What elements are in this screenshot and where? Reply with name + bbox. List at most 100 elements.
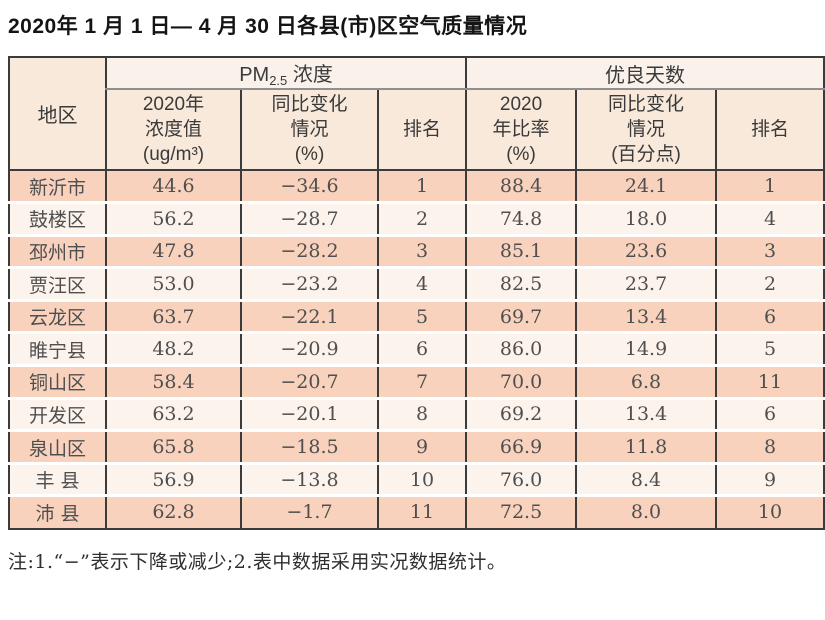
table-body: 新沂市 44.6 −34.6 1 88.4 24.1 1 鼓楼区 56.2 −28.7 2 74.8 1… — [8, 170, 825, 529]
column-header-good-rate: 2020 年比率 (%) — [465, 89, 577, 171]
cell-region: 丰 县 — [8, 461, 106, 496]
cell-good-rank: 9 — [715, 461, 825, 496]
cell-region: 铜山区 — [8, 364, 106, 399]
cell-good-rank: 3 — [715, 233, 825, 268]
column-header-good-change: 同比变化 情况 (百分点) — [575, 89, 717, 171]
column-header-region: 地区 — [8, 57, 106, 171]
cell-pm-change: −20.9 — [240, 331, 378, 366]
cell-region: 云龙区 — [8, 298, 106, 333]
cell-pm-rank: 11 — [376, 494, 467, 529]
column-group-pm25: PM2.5 浓度 — [104, 57, 467, 90]
table-header: 地区 PM2.5 浓度 优良天数 2020年 浓度值 (ug/m³) 同比变化 … — [8, 57, 825, 171]
pm25-label-rest: 浓度 — [287, 64, 333, 86]
cell-good-rate: 86.0 — [465, 331, 577, 366]
cell-pm-value: 44.6 — [105, 170, 241, 203]
cell-good-change: 18.0 — [575, 201, 717, 236]
cell-good-rate: 66.9 — [465, 429, 577, 464]
cell-pm-value: 65.8 — [105, 429, 241, 464]
cell-pm-change: −23.2 — [240, 266, 378, 301]
cell-good-change: 8.0 — [575, 494, 717, 529]
cell-good-rate: 74.8 — [465, 201, 577, 236]
cell-region: 开发区 — [8, 396, 106, 431]
cell-region: 贾汪区 — [8, 266, 106, 301]
cell-pm-rank: 1 — [376, 170, 467, 203]
table-row: 睢宁县 48.2 −20.9 6 86.0 14.9 5 — [8, 331, 825, 366]
table-row: 鼓楼区 56.2 −28.7 2 74.8 18.0 4 — [8, 201, 825, 236]
cell-pm-value: 47.8 — [105, 233, 241, 268]
cell-pm-change: −28.7 — [240, 201, 378, 236]
cell-pm-value: 62.8 — [105, 494, 241, 529]
cell-pm-change: −13.8 — [240, 461, 378, 496]
cell-pm-change: −22.1 — [240, 298, 378, 333]
column-group-good-days: 优良天数 — [465, 57, 825, 90]
cell-pm-change: −34.6 — [240, 170, 378, 203]
cell-good-change: 23.7 — [575, 266, 717, 301]
cell-pm-value: 48.2 — [105, 331, 241, 366]
table-row: 开发区 63.2 −20.1 8 69.2 13.4 6 — [8, 396, 825, 431]
table-row: 泉山区 65.8 −18.5 9 66.9 11.8 8 — [8, 429, 825, 464]
cell-good-rate: 69.2 — [465, 396, 577, 431]
cell-region: 睢宁县 — [8, 331, 106, 366]
cell-good-rate: 70.0 — [465, 364, 577, 399]
cell-pm-rank: 8 — [376, 396, 467, 431]
air-quality-table: 地区 PM2.5 浓度 优良天数 2020年 浓度值 (ug/m³) 同比变化 … — [8, 56, 825, 530]
cell-good-rank: 6 — [715, 396, 825, 431]
cell-pm-rank: 2 — [376, 201, 467, 236]
table-row: 铜山区 58.4 −20.7 7 70.0 6.8 11 — [8, 364, 825, 399]
cell-good-change: 13.4 — [575, 396, 717, 431]
cell-good-rank: 10 — [715, 494, 825, 529]
table-row: 新沂市 44.6 −34.6 1 88.4 24.1 1 — [8, 170, 825, 203]
cell-region: 沛 县 — [8, 494, 106, 529]
cell-good-rank: 1 — [715, 170, 825, 203]
cell-pm-value: 63.2 — [105, 396, 241, 431]
cell-region: 新沂市 — [8, 170, 106, 203]
cell-pm-value: 56.2 — [105, 201, 241, 236]
table-row: 云龙区 63.7 −22.1 5 69.7 13.4 6 — [8, 298, 825, 333]
cell-good-rank: 6 — [715, 298, 825, 333]
header-sub-row: 2020年 浓度值 (ug/m³) 同比变化 情况 (%) 排名 2020 年比… — [9, 89, 825, 171]
cell-pm-rank: 6 — [376, 331, 467, 366]
header-group-row: 地区 PM2.5 浓度 优良天数 — [8, 57, 825, 171]
table-row: 沛 县 62.8 −1.7 11 72.5 8.0 10 — [8, 494, 825, 529]
cell-good-change: 24.1 — [575, 170, 717, 203]
cell-good-rank: 4 — [715, 201, 825, 236]
cell-good-rate: 82.5 — [465, 266, 577, 301]
cell-pm-change: −1.7 — [240, 494, 378, 529]
cell-good-rank: 8 — [715, 429, 825, 464]
cell-pm-rank: 3 — [376, 233, 467, 268]
table-row: 贾汪区 53.0 −23.2 4 82.5 23.7 2 — [8, 266, 825, 301]
cell-pm-value: 58.4 — [105, 364, 241, 399]
cell-pm-rank: 9 — [376, 429, 467, 464]
cell-pm-rank: 4 — [376, 266, 467, 301]
cell-pm-rank: 5 — [376, 298, 467, 333]
cell-good-change: 23.6 — [575, 233, 717, 268]
page-title: 2020年 1 月 1 日— 4 月 30 日各县(市)区空气质量情况 — [8, 15, 528, 38]
pm25-label-subscript: 2.5 — [269, 73, 288, 88]
pm25-label-base: PM — [239, 64, 270, 86]
cell-good-change: 11.8 — [575, 429, 717, 464]
table-row: 邳州市 47.8 −28.2 3 85.1 23.6 3 — [8, 233, 825, 268]
column-header-pm-value: 2020年 浓度值 (ug/m³) — [105, 89, 241, 171]
cell-pm-change: −28.2 — [240, 233, 378, 268]
cell-good-rate: 72.5 — [465, 494, 577, 529]
cell-good-change: 8.4 — [575, 461, 717, 496]
cell-region: 鼓楼区 — [8, 201, 106, 236]
footnote: 注:1.“−”表示下降或减少;2.表中数据采用实况数据统计。 — [8, 550, 507, 573]
cell-region: 邳州市 — [8, 233, 106, 268]
cell-pm-value: 53.0 — [105, 266, 241, 301]
cell-pm-value: 56.9 — [105, 461, 241, 496]
column-header-good-rank: 排名 — [715, 89, 825, 171]
cell-good-rank: 11 — [715, 364, 825, 399]
cell-good-rate: 85.1 — [465, 233, 577, 268]
cell-good-change: 13.4 — [575, 298, 717, 333]
cell-pm-change: −20.1 — [240, 396, 378, 431]
cell-pm-rank: 10 — [376, 461, 467, 496]
cell-good-rank: 2 — [715, 266, 825, 301]
cell-region: 泉山区 — [8, 429, 106, 464]
cell-good-rate: 76.0 — [465, 461, 577, 496]
cell-good-change: 6.8 — [575, 364, 717, 399]
cell-pm-rank: 7 — [376, 364, 467, 399]
cell-pm-value: 63.7 — [105, 298, 241, 333]
cell-pm-change: −20.7 — [240, 364, 378, 399]
cell-good-rate: 69.7 — [465, 298, 577, 333]
